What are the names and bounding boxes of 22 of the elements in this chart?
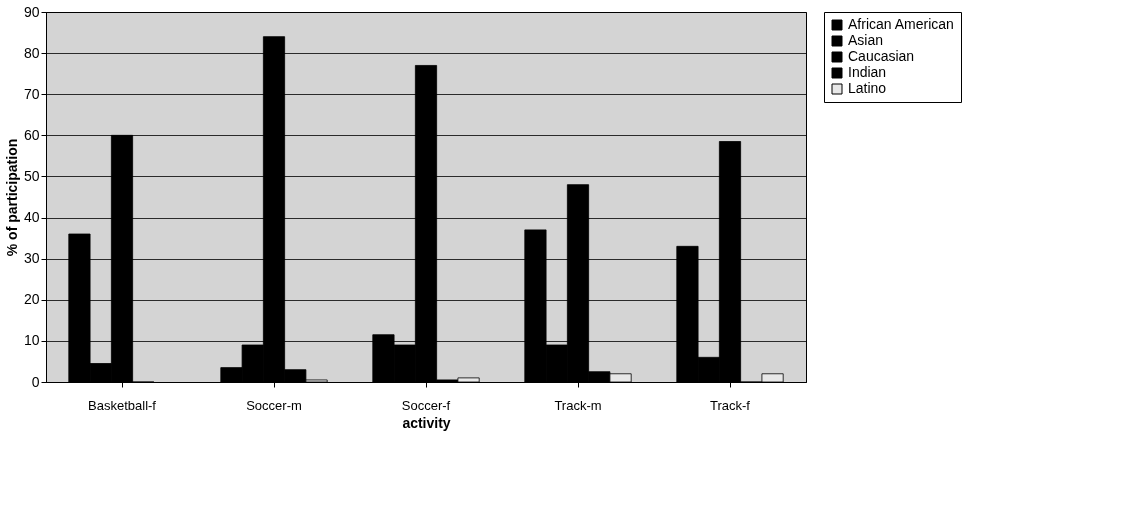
y-axis-title: % of participation bbox=[3, 138, 20, 257]
y-tick-label: 50 bbox=[23, 167, 40, 184]
y-tick-label: 10 bbox=[23, 332, 40, 349]
y-tick-label: 90 bbox=[23, 3, 40, 20]
x-tick-label: Track-m bbox=[554, 397, 602, 413]
x-tick-label: Soccer-m bbox=[246, 397, 302, 413]
x-tick-label: Soccer-f bbox=[401, 397, 451, 413]
x-tick-label: Track-f bbox=[710, 397, 751, 413]
legend-label: Latino bbox=[848, 80, 887, 96]
y-tick-label: 40 bbox=[23, 209, 40, 226]
y-tick-label: 80 bbox=[23, 44, 40, 61]
legend-label: African American bbox=[848, 16, 954, 32]
legend-label: Indian bbox=[848, 64, 887, 80]
legend-label: Caucasian bbox=[848, 48, 915, 64]
y-tick-label: 0 bbox=[31, 373, 40, 390]
y-tick-label: 70 bbox=[23, 85, 40, 102]
legend-label: Asian bbox=[848, 32, 884, 48]
y-tick-label: 20 bbox=[23, 291, 40, 308]
y-tick-label: 30 bbox=[23, 250, 40, 267]
x-tick-label: Basketball-f bbox=[88, 397, 157, 413]
x-axis-title: activity bbox=[402, 414, 451, 431]
y-tick-label: 60 bbox=[23, 126, 40, 143]
